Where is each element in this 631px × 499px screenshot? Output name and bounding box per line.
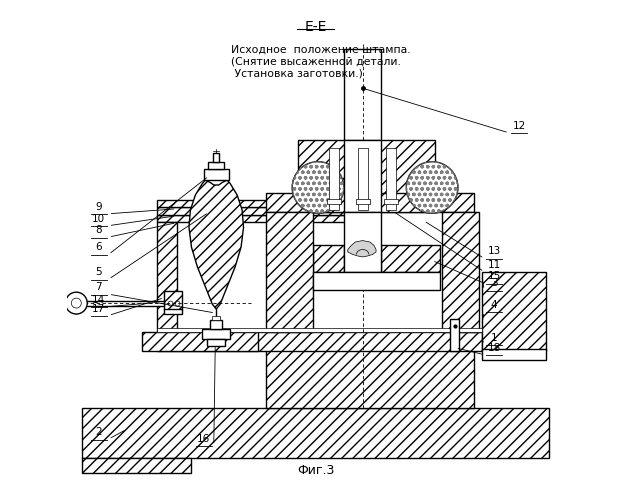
Bar xyxy=(313,272,440,290)
Bar xyxy=(212,316,220,320)
Bar xyxy=(213,153,219,162)
Bar xyxy=(156,207,375,215)
Bar xyxy=(82,408,549,458)
Text: 18: 18 xyxy=(488,343,501,353)
Bar xyxy=(156,328,481,332)
Text: 1: 1 xyxy=(491,333,497,343)
Text: 11: 11 xyxy=(488,260,501,270)
Text: 12: 12 xyxy=(512,121,526,131)
Bar xyxy=(82,300,164,305)
Text: 3: 3 xyxy=(491,278,497,288)
Text: 2: 2 xyxy=(95,427,102,437)
Bar xyxy=(266,212,313,332)
Text: 7: 7 xyxy=(95,282,102,292)
Bar xyxy=(80,298,85,307)
Bar xyxy=(345,212,380,272)
Text: 4: 4 xyxy=(491,299,497,309)
Bar xyxy=(156,332,481,351)
Text: 6: 6 xyxy=(95,243,102,252)
Bar xyxy=(386,148,396,210)
Polygon shape xyxy=(348,241,376,257)
Bar xyxy=(208,162,224,169)
Bar xyxy=(156,200,375,207)
Text: 8: 8 xyxy=(95,225,102,235)
Text: Фиг.3: Фиг.3 xyxy=(297,464,334,477)
Bar xyxy=(266,194,475,212)
Circle shape xyxy=(406,162,458,213)
Text: Исходное  положение штампа.: Исходное положение штампа. xyxy=(231,45,411,55)
Bar xyxy=(156,222,177,332)
Bar xyxy=(156,215,375,222)
Text: 17: 17 xyxy=(92,303,105,313)
Bar xyxy=(210,320,222,329)
Bar xyxy=(208,339,225,346)
Polygon shape xyxy=(189,180,244,309)
Bar xyxy=(358,148,368,210)
Bar xyxy=(164,291,182,310)
Bar xyxy=(164,309,182,314)
Bar xyxy=(313,245,440,272)
Bar xyxy=(329,148,339,210)
Text: 15: 15 xyxy=(488,271,501,281)
Bar xyxy=(142,332,259,351)
Bar xyxy=(345,140,380,212)
Text: Е-Е: Е-Е xyxy=(304,20,327,34)
Text: 13: 13 xyxy=(488,247,501,256)
Bar xyxy=(356,199,370,204)
Bar xyxy=(327,199,341,204)
Circle shape xyxy=(292,162,344,213)
Bar xyxy=(345,48,380,140)
Bar xyxy=(442,212,480,332)
Text: 5: 5 xyxy=(95,267,102,277)
Bar xyxy=(266,349,475,408)
Bar xyxy=(298,140,435,212)
Bar xyxy=(345,245,380,272)
Bar xyxy=(451,319,459,351)
Bar xyxy=(481,272,546,351)
Bar xyxy=(384,199,398,204)
Text: Установка заготовки.): Установка заготовки.) xyxy=(231,68,363,78)
Bar xyxy=(82,458,191,473)
Text: 16: 16 xyxy=(198,434,211,444)
Circle shape xyxy=(66,292,87,314)
Bar xyxy=(204,169,228,180)
Text: 10: 10 xyxy=(92,214,105,224)
Bar xyxy=(481,349,546,360)
Text: 14: 14 xyxy=(92,294,105,304)
Bar xyxy=(203,329,230,339)
Text: 9: 9 xyxy=(95,202,102,212)
Text: (Снятие высаженной детали.: (Снятие высаженной детали. xyxy=(231,57,401,67)
